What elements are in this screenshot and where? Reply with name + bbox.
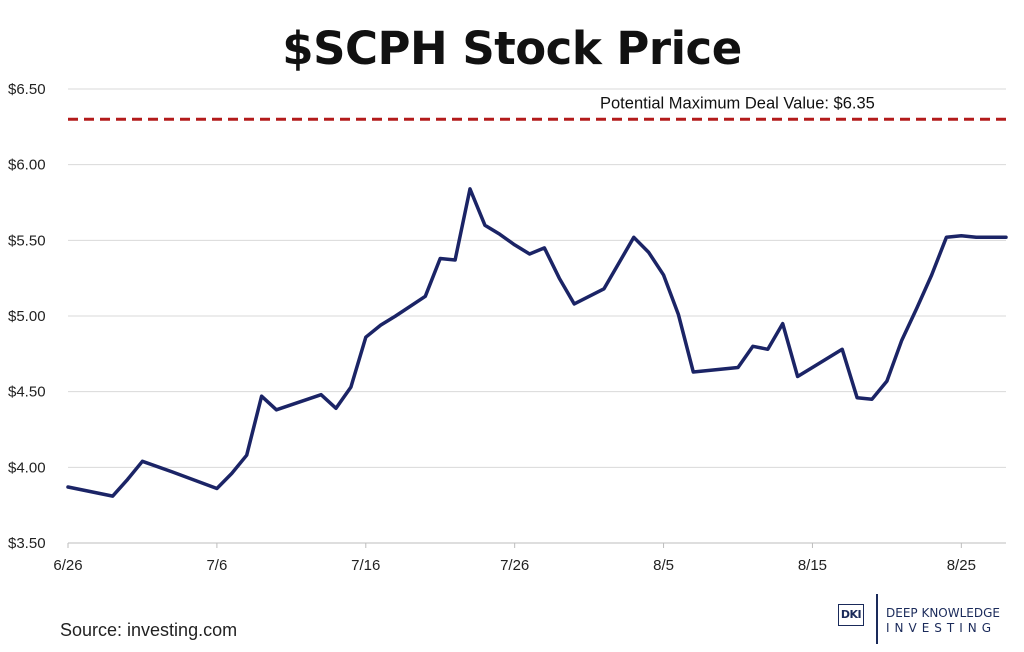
x-axis-ticks: 6/26 7/6 7/16 7/26 8/5 8/15 8/25 (53, 543, 976, 574)
price-series (66, 187, 1008, 498)
dki-logo-mark: DKI (838, 604, 864, 626)
logo-divider (876, 594, 878, 644)
logo-text-line2: INVESTING (886, 621, 997, 635)
gridlines (68, 88, 1006, 544)
reference-line-group: Potential Maximum Deal Value: $6.35 (68, 94, 1012, 121)
y-tick-label: $4.50 (8, 384, 46, 401)
y-tick-label: $5.00 (8, 308, 46, 325)
x-tick-label: 8/15 (798, 557, 827, 574)
source-note: Source: investing.com (60, 620, 238, 640)
price-series-line (66, 187, 1008, 498)
x-tick-label: 6/26 (53, 557, 82, 574)
x-tick-label: 7/6 (206, 557, 227, 574)
x-tick-label: 8/25 (947, 557, 976, 574)
y-tick-label: $3.50 (8, 535, 46, 552)
x-tick-label: 7/26 (500, 557, 529, 574)
y-tick-label: $6.00 (8, 157, 46, 174)
y-tick-label: $5.50 (8, 232, 46, 249)
x-tick-label: 8/5 (653, 557, 674, 574)
dki-logo: DKI DEEP KNOWLEDGE INVESTING (836, 592, 1016, 644)
max-deal-value-label: Potential Maximum Deal Value: $6.35 (600, 94, 875, 112)
chart-title: $SCPH Stock Price (282, 22, 742, 75)
y-tick-label: $4.00 (8, 459, 46, 476)
y-axis-ticks: $3.50 $4.00 $4.50 $5.00 $5.50 $6.00 $6.50 (8, 81, 46, 552)
logo-text-line1: DEEP KNOWLEDGE (886, 606, 1000, 620)
x-tick-label: 7/16 (351, 557, 380, 574)
y-tick-label: $6.50 (8, 81, 46, 98)
